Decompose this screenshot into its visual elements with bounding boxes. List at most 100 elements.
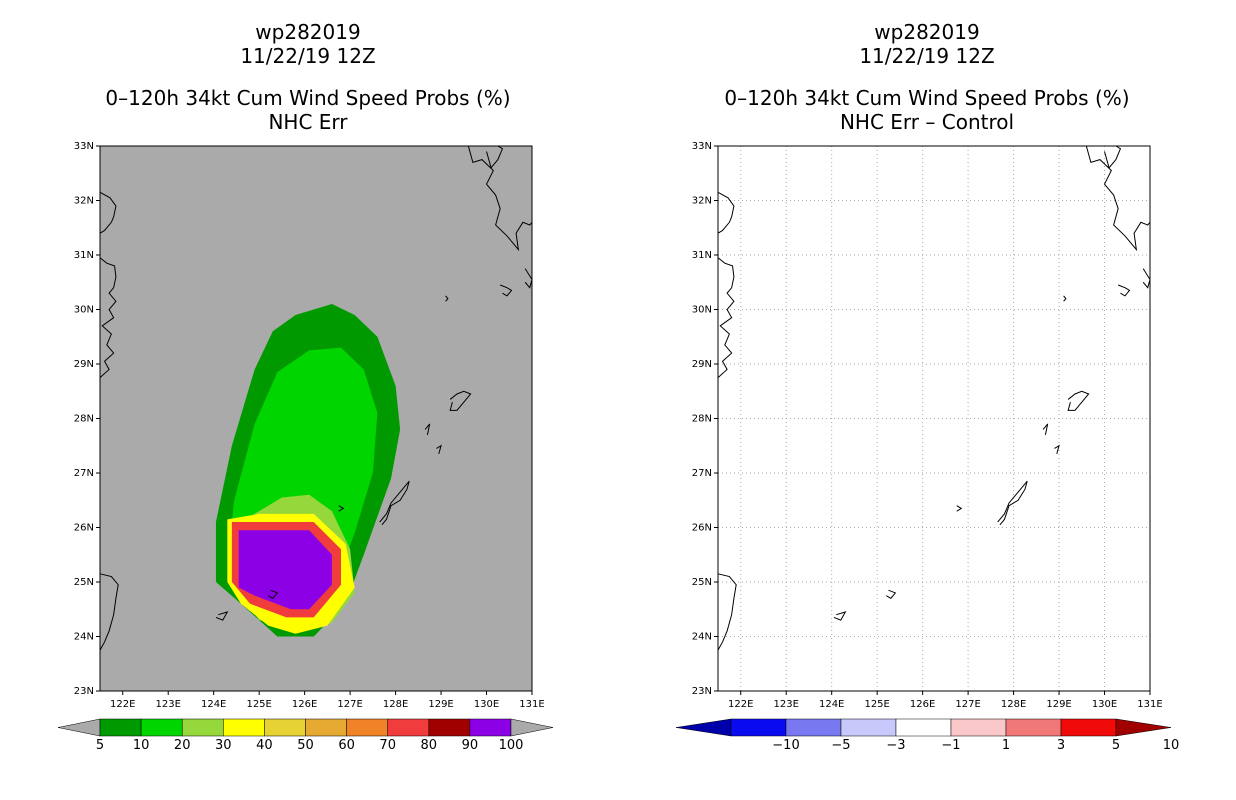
coastline-china2 <box>717 257 735 378</box>
coastline-kyushu <box>1085 145 1151 252</box>
x-tick-label: 129E <box>1046 699 1071 710</box>
coastline-tokara4 <box>956 505 963 512</box>
colorbar-swatch <box>1060 718 1117 737</box>
colorbar-swatch <box>1005 718 1062 737</box>
colorbar-label: −3 <box>886 738 905 753</box>
colorbar-swatch <box>840 718 897 737</box>
coastline-yaku <box>499 284 513 297</box>
chart-panel-2: 122E 123E 124E 125E 126E 127E 128E 129E 130E 131E… <box>675 141 1180 753</box>
x-tick-label: 126E <box>292 699 317 710</box>
chart-panel-1: 122E 123E 124E 125E 126E 127E 128E 129E 130E 131E… <box>57 141 554 753</box>
colorbar-label: 50 <box>297 738 314 753</box>
left-title-line-3: 0–120h 34kt Cum Wind Speed Probs (%) <box>105 86 511 110</box>
colorbar-label: 10 <box>133 738 150 753</box>
x-tick-label: 124E <box>819 699 844 710</box>
colorbar-label: 5 <box>1112 738 1120 753</box>
colorbar-swatch <box>305 718 347 737</box>
y-tick-label: 25N <box>74 577 94 588</box>
colorbar-label: 80 <box>421 738 438 753</box>
x-tick-label: 123E <box>156 699 181 710</box>
right-title-line-4: NHC Err – Control <box>839 110 1015 134</box>
coastline-tokara2 <box>436 444 442 455</box>
y-tick-label: 29N <box>692 359 712 370</box>
x-tick-label: 131E <box>519 699 544 710</box>
coastline-taiwan <box>99 573 119 651</box>
coastline-china <box>99 191 117 234</box>
colorbar-over-arrow <box>1115 718 1172 737</box>
y-tick-label: 29N <box>74 359 94 370</box>
x-tick-label: 129E <box>428 699 453 710</box>
coastline-yaku <box>1117 284 1131 297</box>
y-tick-label: 24N <box>692 632 712 643</box>
left-title-line-1: wp282019 <box>255 20 361 44</box>
probability-region-90 <box>238 530 332 610</box>
colorbar-label: 70 <box>379 738 396 753</box>
coastline-tokara1 <box>1063 295 1067 302</box>
coastline-ishigaki <box>215 611 229 621</box>
left-title-line-4: NHC Err <box>268 110 348 134</box>
x-tick-label: 131E <box>1137 699 1162 710</box>
coastline-tokara4 <box>338 505 345 512</box>
coastline-amami <box>449 390 472 411</box>
coastline-tokara1 <box>445 295 449 302</box>
x-tick-label: 122E <box>728 699 753 710</box>
colorbar-over-arrow <box>510 718 554 737</box>
colorbar-label: 30 <box>215 738 232 753</box>
y-tick-label: 23N <box>692 686 712 697</box>
coastline-tane <box>524 268 533 289</box>
colorbar-under-arrow <box>675 718 732 737</box>
y-tick-label: 26N <box>692 523 712 534</box>
x-tick-label: 126E <box>910 699 935 710</box>
colorbar-label: −10 <box>772 738 799 753</box>
colorbar-swatch <box>140 718 183 737</box>
coastline-miyako <box>885 589 897 599</box>
coastline-tokara2 <box>1054 444 1060 455</box>
right-title: wp282019 11/22/19 12Z 0–120h 34kt Cum Wi… <box>667 20 1187 134</box>
y-tick-label: 33N <box>74 141 94 152</box>
y-tick-label: 28N <box>74 414 94 425</box>
coastline-kyushu2 <box>486 145 504 169</box>
colorbar-label: 5 <box>96 738 104 753</box>
coastline-tokara3 <box>1042 423 1049 435</box>
coastline-tane <box>1142 268 1151 289</box>
y-tick-label: 24N <box>74 632 94 643</box>
colorbar-label: 10 <box>1163 738 1180 753</box>
x-tick-label: 124E <box>201 699 226 710</box>
y-tick-label: 27N <box>74 468 94 479</box>
x-tick-label: 130E <box>474 699 499 710</box>
y-tick-label: 27N <box>692 468 712 479</box>
y-tick-label: 28N <box>692 414 712 425</box>
y-tick-label: 26N <box>74 523 94 534</box>
right-title-line-3: 0–120h 34kt Cum Wind Speed Probs (%) <box>724 86 1130 110</box>
x-tick-label: 130E <box>1092 699 1117 710</box>
coastline-miyako <box>267 589 279 599</box>
colorbar-swatch <box>950 718 1007 737</box>
colorbar-swatch <box>264 718 306 737</box>
colorbar-swatch <box>387 718 430 737</box>
x-tick-label: 125E <box>246 699 271 710</box>
right-title-line-2: 11/22/19 12Z <box>859 44 995 68</box>
colorbar-swatch <box>895 718 952 737</box>
x-tick-label: 123E <box>774 699 799 710</box>
left-title-line-2: 11/22/19 12Z <box>240 44 376 68</box>
x-tick-label: 127E <box>955 699 980 710</box>
colorbar-label: −5 <box>831 738 850 753</box>
y-tick-label: 31N <box>692 250 712 261</box>
coastline-ishigaki <box>833 611 847 621</box>
y-tick-label: 32N <box>692 196 712 207</box>
colorbar-swatch <box>469 718 512 737</box>
coastline-china2 <box>99 257 117 378</box>
colorbar-swatch <box>346 718 388 737</box>
x-tick-label: 122E <box>110 699 135 710</box>
colorbar-label: 20 <box>174 738 191 753</box>
colorbar-label: 60 <box>338 738 355 753</box>
colorbar-label: 90 <box>462 738 479 753</box>
colorbar-label: −1 <box>941 738 960 753</box>
colorbar-swatch <box>730 718 787 737</box>
y-tick-label: 25N <box>692 577 712 588</box>
coastline-amami <box>1067 390 1090 411</box>
left-title: wp282019 11/22/19 12Z 0–120h 34kt Cum Wi… <box>48 20 568 134</box>
colorbar-label: 40 <box>256 738 273 753</box>
coastline-okinawa <box>997 480 1028 526</box>
